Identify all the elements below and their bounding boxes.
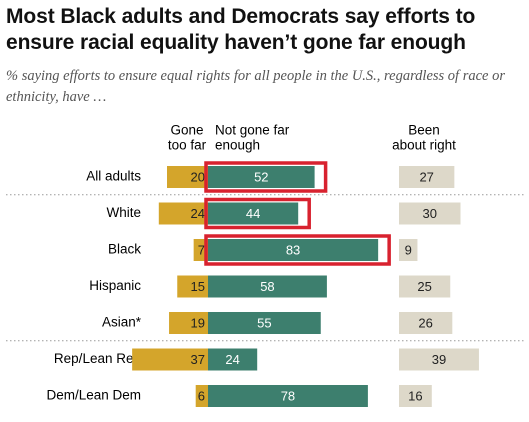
value-label-gone-too-far: 19 [191, 315, 205, 330]
bar-been-about-right [399, 202, 461, 225]
chart-title: Most Black adults and Democrats say effo… [6, 5, 476, 54]
value-label-gone-too-far: 6 [198, 388, 205, 403]
value-label-not-gone-far-enough: 78 [281, 388, 295, 403]
bar-gone-too-far [177, 275, 208, 298]
bar-been-about-right [399, 385, 432, 407]
value-label-been-about-right: 25 [417, 279, 431, 294]
bar-been-about-right [399, 239, 418, 261]
category-label: Dem/Lean Dem [46, 388, 141, 403]
bar-not-gone-far-enough [208, 239, 379, 261]
column-header-2-line-0: Been [408, 123, 440, 138]
category-label: Asian* [102, 315, 142, 330]
chart-row: White 24 44 30 [106, 197, 461, 230]
highlight-box [204, 197, 311, 230]
bar-been-about-right [399, 166, 455, 188]
value-label-been-about-right: 39 [432, 352, 446, 367]
column-header-2-line-1: about right [392, 138, 456, 153]
chart-row: Hispanic 15 58 25 [89, 275, 451, 298]
column-header-1-line-1: enough [215, 138, 260, 153]
bar-been-about-right [399, 312, 453, 334]
column-header-0-line-1: too far [168, 138, 207, 153]
bar-been-about-right [399, 348, 479, 371]
highlight-box [204, 161, 328, 193]
bar-been-about-right [399, 275, 451, 298]
value-label-gone-too-far: 7 [198, 242, 205, 257]
value-label-gone-too-far: 15 [191, 279, 205, 294]
bar-gone-too-far [167, 166, 208, 188]
bar-not-gone-far-enough [208, 166, 315, 188]
chart-row: All adults 20 52 27 [6, 161, 524, 196]
bar-not-gone-far-enough [208, 348, 258, 371]
value-label-not-gone-far-enough: 83 [286, 242, 300, 257]
value-label-been-about-right: 26 [418, 315, 432, 330]
chart-row: Asian* 19 55 26 [6, 312, 524, 342]
column-header-0-line-0: Gone [170, 123, 203, 138]
value-label-gone-too-far: 37 [191, 352, 205, 367]
bar-not-gone-far-enough [208, 385, 368, 407]
column-header-1-line-0: Not gone far [215, 123, 290, 138]
value-label-not-gone-far-enough: 52 [254, 169, 268, 184]
chart-row: Rep/Lean Rep 37 24 39 [54, 348, 479, 371]
value-label-not-gone-far-enough: 55 [257, 315, 271, 330]
bar-not-gone-far-enough [208, 202, 299, 225]
value-label-not-gone-far-enough: 58 [260, 279, 274, 294]
chart-subtitle: % saying efforts to ensure equal rights … [6, 68, 505, 105]
value-label-not-gone-far-enough: 44 [246, 206, 260, 221]
highlight-box [204, 234, 391, 266]
value-label-gone-too-far: 24 [191, 206, 205, 221]
category-label: Black [108, 242, 141, 257]
chart-row: Dem/Lean Dem 6 78 16 [46, 385, 432, 407]
value-label-not-gone-far-enough: 24 [225, 352, 239, 367]
bar-not-gone-far-enough [208, 312, 321, 334]
category-label: White [106, 205, 141, 220]
chart-row: Black 7 83 9 [108, 234, 418, 266]
bar-gone-too-far [169, 312, 208, 334]
bar-not-gone-far-enough [208, 275, 327, 298]
value-label-been-about-right: 27 [419, 169, 433, 184]
value-label-gone-too-far: 20 [191, 169, 205, 184]
category-label: Rep/Lean Rep [54, 351, 141, 366]
value-label-been-about-right: 16 [408, 388, 422, 403]
bar-gone-too-far [195, 385, 208, 407]
bar-gone-too-far [132, 348, 208, 371]
category-label: All adults [86, 169, 141, 184]
value-label-been-about-right: 9 [405, 242, 412, 257]
value-label-been-about-right: 30 [423, 206, 437, 221]
bar-gone-too-far [158, 202, 208, 225]
category-label: Hispanic [89, 278, 141, 293]
